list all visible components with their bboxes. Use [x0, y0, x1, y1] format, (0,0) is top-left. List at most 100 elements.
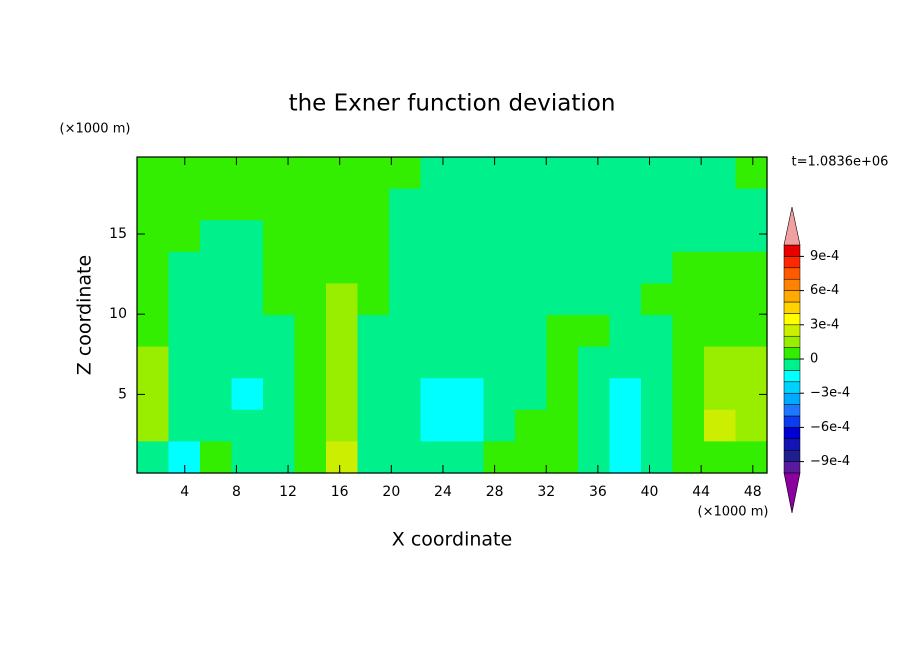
contour-cell	[452, 188, 485, 221]
contour-cell	[168, 378, 201, 411]
contour-cell	[294, 283, 327, 316]
contour-cell	[672, 346, 705, 379]
contour-cell	[704, 315, 737, 348]
colorbar-band	[783, 404, 801, 417]
colorbar-tick-label: −3e-4	[810, 386, 850, 401]
time-label: t=1.0836e+06	[792, 155, 889, 170]
contour-cell	[546, 378, 579, 411]
contour-cell	[420, 220, 453, 253]
contour-cell	[641, 409, 674, 442]
contour-cell	[263, 409, 296, 442]
contour-cell	[263, 441, 296, 474]
contour-cell	[200, 251, 233, 284]
y-unit: (×1000 m)	[60, 122, 131, 137]
colorbar-band	[783, 256, 801, 269]
contour-cell	[294, 441, 327, 474]
x-tick-label: 16	[331, 484, 349, 500]
colorbar-band	[783, 461, 801, 474]
contour-cell	[452, 346, 485, 379]
contour-cell	[263, 283, 296, 316]
contour-cell	[389, 346, 422, 379]
colorbar-tick-label: −9e-4	[810, 454, 850, 469]
contour-cell	[641, 188, 674, 221]
contour-cell	[326, 346, 359, 379]
contour-cell	[294, 157, 327, 190]
contour-cell	[326, 441, 359, 474]
contour-field	[137, 157, 768, 474]
contour-cell	[137, 157, 170, 190]
contour-cell	[168, 315, 201, 348]
colorbar-band	[783, 290, 801, 303]
contour-cell	[704, 441, 737, 474]
y-axis-label: Z coordinate	[74, 255, 96, 375]
colorbar-tick-label: 6e-4	[810, 283, 839, 298]
contour-cell	[420, 315, 453, 348]
contour-cell	[672, 157, 705, 190]
contour-cell	[357, 283, 390, 316]
contour-cell	[483, 346, 516, 379]
contour-cell	[578, 251, 611, 284]
contour-cell	[420, 251, 453, 284]
contour-cell	[483, 157, 516, 190]
contour-cell	[452, 378, 485, 411]
colorbar-band	[783, 324, 801, 337]
contour-cell	[137, 346, 170, 379]
contour-cell	[483, 251, 516, 284]
contour-cell	[672, 220, 705, 253]
contour-cell	[168, 251, 201, 284]
contour-cell	[735, 157, 768, 190]
colorbar-tick-label: 3e-4	[810, 317, 839, 332]
contour-cell	[357, 188, 390, 221]
colorbar-band	[783, 267, 801, 280]
contour-cell	[294, 220, 327, 253]
contour-cell	[326, 283, 359, 316]
contour-cell	[704, 157, 737, 190]
contour-cell	[609, 283, 642, 316]
contour-cell	[546, 315, 579, 348]
contour-cell	[137, 283, 170, 316]
contour-cell	[515, 220, 548, 253]
colorbar-extend-top	[783, 206, 801, 246]
y-tick-label: 10	[109, 306, 127, 322]
contour-cell	[200, 441, 233, 474]
contour-cell	[609, 409, 642, 442]
contour-cell	[578, 188, 611, 221]
contour-cell	[735, 346, 768, 379]
contour-cell	[641, 251, 674, 284]
contour-cell	[578, 283, 611, 316]
contour-cell	[515, 409, 548, 442]
contour-cell	[357, 251, 390, 284]
contour-cell	[704, 283, 737, 316]
contour-cell	[452, 251, 485, 284]
contour-cell	[389, 157, 422, 190]
contour-cell	[515, 157, 548, 190]
contour-cell	[515, 346, 548, 379]
contour-cell	[578, 220, 611, 253]
contour-cell	[263, 188, 296, 221]
contour-cell	[672, 409, 705, 442]
x-tick-label: 12	[279, 484, 297, 500]
contour-cell	[137, 315, 170, 348]
contour-cell	[263, 378, 296, 411]
contour-cell	[609, 378, 642, 411]
contour-cell	[641, 220, 674, 253]
contour-cell	[546, 188, 579, 221]
contour-cell	[609, 441, 642, 474]
contour-cell	[137, 441, 170, 474]
contour-cell	[263, 346, 296, 379]
colorbar-band	[783, 335, 801, 348]
contour-cell	[294, 378, 327, 411]
colorbar-band	[783, 438, 801, 451]
y-tick-label: 5	[118, 386, 127, 402]
x-unit: (×1000 m)	[698, 505, 769, 520]
contour-cell	[294, 251, 327, 284]
contour-cell	[672, 251, 705, 284]
contour-cell	[389, 441, 422, 474]
contour-cell	[515, 378, 548, 411]
contour-cell	[483, 220, 516, 253]
contour-cell	[231, 188, 264, 221]
contour-cell	[735, 441, 768, 474]
contour-cell	[326, 409, 359, 442]
contour-cell	[641, 346, 674, 379]
